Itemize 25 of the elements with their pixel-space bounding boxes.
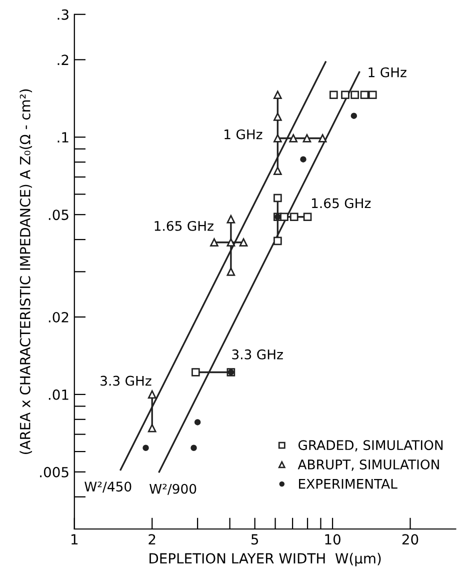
annotation: W²/900 [150,484,196,495]
y-axis-title: (AREA x CHARACTERISTIC IMPEDANCE) A Z₀(Ω - cm²) [20,89,32,454]
annotation: 1.65 GHz [312,198,371,208]
y-tick-label: .02 [48,312,68,322]
annotation: 1 GHz [224,129,262,140]
y-tick-label: .3 [58,9,68,20]
x-tick-label: 1 [72,534,78,544]
x-tick-label: 10 [325,534,340,545]
y-tick-label: .2 [58,54,68,65]
x-tick-label: 20 [402,534,418,545]
annotation: 3.3 GHz [100,376,152,386]
y-tick-label: .05 [48,210,68,220]
legend-label: EXPERIMENTAL [299,479,398,489]
annotation: 3.3 GHz [232,349,283,360]
x-axis-title: DEPLETION LAYER WIDTH W(μm) [150,552,381,566]
x-tick-label: 2 [148,534,156,544]
y-tick-label: .1 [58,132,68,142]
annotation: 1 GHz [368,67,406,78]
legend-label: GRADED, SIMULATION [298,440,443,452]
annotation: W²/450 [84,482,132,493]
y-tick-label: .005 [40,466,68,478]
legend-label: ABRUPT, SIMULATION [298,459,439,471]
x-tick-label: 5 [251,534,258,545]
annotation: 1.65 GHz [154,220,214,231]
y-tick-label: .01 [48,389,68,400]
